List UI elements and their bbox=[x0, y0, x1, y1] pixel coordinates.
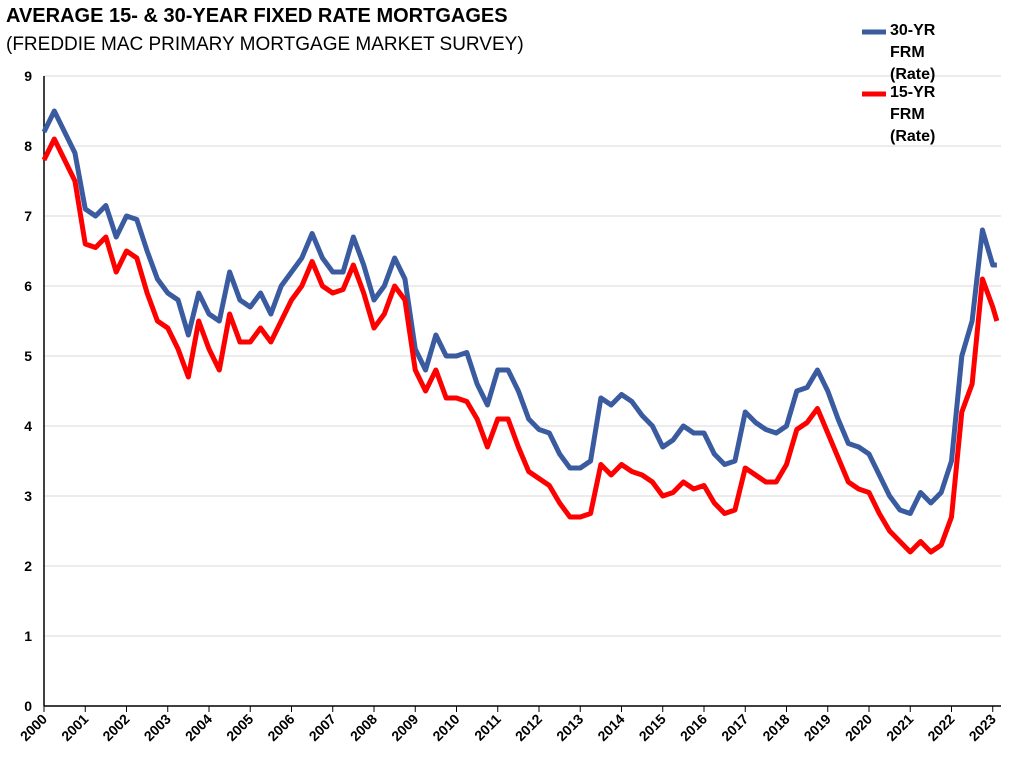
x-tick-label: 2018 bbox=[759, 711, 792, 744]
y-tick-label: 5 bbox=[24, 348, 32, 364]
y-tick-label: 8 bbox=[24, 138, 32, 154]
x-tick-label: 2012 bbox=[512, 711, 545, 744]
y-tick-label: 9 bbox=[24, 68, 32, 84]
x-tick-label: 2007 bbox=[306, 711, 339, 744]
chart-title: AVERAGE 15- & 30-YEAR FIXED RATE MORTGAG… bbox=[6, 5, 508, 27]
y-tick-label: 3 bbox=[24, 488, 32, 504]
x-tick-label: 2017 bbox=[718, 711, 751, 744]
x-tick-label: 2001 bbox=[58, 711, 91, 744]
x-tick-label: 2022 bbox=[924, 711, 957, 744]
x-tick-label: 2023 bbox=[966, 711, 999, 744]
x-tick-label: 2015 bbox=[636, 711, 669, 744]
y-tick-label: 1 bbox=[24, 628, 32, 644]
x-tick-label: 2014 bbox=[594, 711, 627, 744]
x-tick-label: 2004 bbox=[182, 711, 215, 744]
legend-label: 15-YR FRM (Rate) bbox=[890, 84, 936, 145]
x-tick-label: 2016 bbox=[677, 711, 710, 744]
y-tick-label: 7 bbox=[24, 208, 32, 224]
x-tick-label: 2002 bbox=[99, 711, 132, 744]
x-tick-label: 2020 bbox=[842, 711, 875, 744]
y-tick-label: 0 bbox=[24, 698, 32, 714]
x-tick-label: 2013 bbox=[553, 711, 586, 744]
series-line bbox=[41, 108, 997, 516]
x-tick-label: 2021 bbox=[883, 711, 916, 744]
x-tick-label: 2010 bbox=[429, 711, 462, 744]
series-line bbox=[41, 136, 1000, 555]
legend-label: 30-YR FRM (Rate) bbox=[890, 22, 936, 83]
x-tick-label: 2011 bbox=[471, 711, 504, 744]
x-tick-label: 2008 bbox=[347, 711, 380, 744]
x-tick-label: 2003 bbox=[141, 711, 174, 744]
x-tick-label: 2005 bbox=[223, 711, 256, 744]
x-tick-label: 2000 bbox=[17, 711, 50, 744]
x-tick-label: 2019 bbox=[801, 711, 834, 744]
y-tick-label: 6 bbox=[24, 278, 32, 294]
y-tick-label: 2 bbox=[24, 558, 32, 574]
x-tick-label: 2006 bbox=[264, 711, 297, 744]
chart-subtitle: (FREDDIE MAC PRIMARY MORTGAGE MARKET SUR… bbox=[6, 34, 524, 55]
x-tick-label: 2009 bbox=[388, 711, 421, 744]
y-tick-label: 4 bbox=[24, 418, 32, 434]
